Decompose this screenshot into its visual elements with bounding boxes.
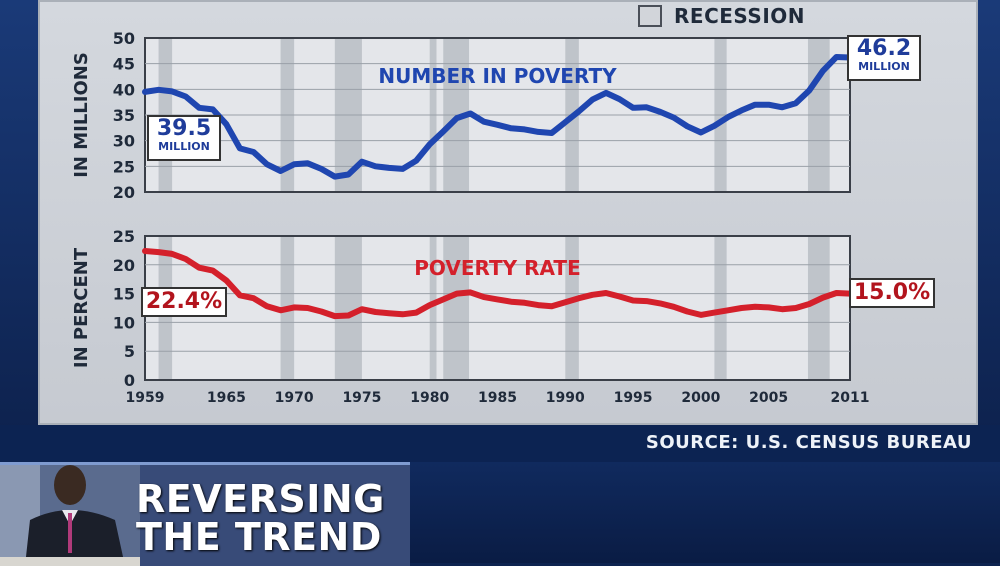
headline: REVERSING THE TREND bbox=[136, 480, 385, 556]
rate-y-tick-label: 15 bbox=[113, 285, 135, 304]
number-y-tick-label: 45 bbox=[113, 55, 135, 74]
rate-x-tick-label: 1959 bbox=[126, 390, 165, 406]
top-start-callout: 39.5 MILLION bbox=[147, 115, 221, 161]
rate-x-tick-label: 1980 bbox=[410, 390, 449, 406]
number-chart-title: NUMBER IN POVERTY bbox=[378, 64, 617, 88]
bottom-start-callout: 22.4% bbox=[141, 287, 227, 317]
rate-x-tick-label: 2011 bbox=[831, 390, 870, 406]
rate-chart-title: POVERTY RATE bbox=[414, 256, 580, 280]
number-y-tick-label: 40 bbox=[113, 80, 135, 99]
top-end-unit: MILLION bbox=[849, 60, 919, 73]
bottom-end-value: 15.0% bbox=[851, 280, 933, 306]
headline-line-1: REVERSING bbox=[136, 480, 385, 518]
number-y-tick-label: 35 bbox=[113, 106, 135, 125]
rate-x-tick-label: 1985 bbox=[478, 390, 517, 406]
rate-y-tick-label: 10 bbox=[113, 313, 135, 332]
rate-x-tick-label: 1970 bbox=[275, 390, 314, 406]
rate-x-tick-label: 1975 bbox=[342, 390, 381, 406]
bottom-start-value: 22.4% bbox=[143, 289, 225, 315]
rate-recession-band bbox=[808, 237, 830, 379]
rate-y-tick-label: 5 bbox=[124, 342, 135, 361]
rate-x-tick-label: 1990 bbox=[546, 390, 585, 406]
rate-y-axis-label: IN PERCENT bbox=[71, 247, 92, 368]
number-y-tick-label: 30 bbox=[113, 132, 135, 151]
rate-x-tick-label: 2000 bbox=[681, 390, 720, 406]
rate-x-tick-label: 2005 bbox=[749, 390, 788, 406]
rate-y-tick-label: 0 bbox=[124, 371, 135, 390]
source-note: SOURCE: U.S. CENSUS BUREAU bbox=[646, 432, 972, 453]
top-end-callout: 46.2 MILLION bbox=[847, 35, 921, 81]
headline-line-2: THE TREND bbox=[136, 518, 385, 556]
number-y-tick-label: 20 bbox=[113, 183, 135, 202]
number-y-tick-label: 50 bbox=[113, 29, 135, 48]
rate-y-tick-label: 20 bbox=[113, 256, 135, 275]
bottom-end-callout: 15.0% bbox=[849, 278, 935, 308]
rate-y-tick-label: 25 bbox=[113, 227, 135, 246]
top-start-value: 39.5 bbox=[149, 117, 219, 140]
rate-x-tick-label: 1965 bbox=[207, 390, 246, 406]
number-y-axis-label: IN MILLIONS bbox=[71, 52, 92, 178]
top-end-value: 46.2 bbox=[849, 37, 919, 60]
top-start-unit: MILLION bbox=[149, 140, 219, 153]
number-y-tick-label: 25 bbox=[113, 157, 135, 176]
rate-x-tick-label: 1995 bbox=[614, 390, 653, 406]
